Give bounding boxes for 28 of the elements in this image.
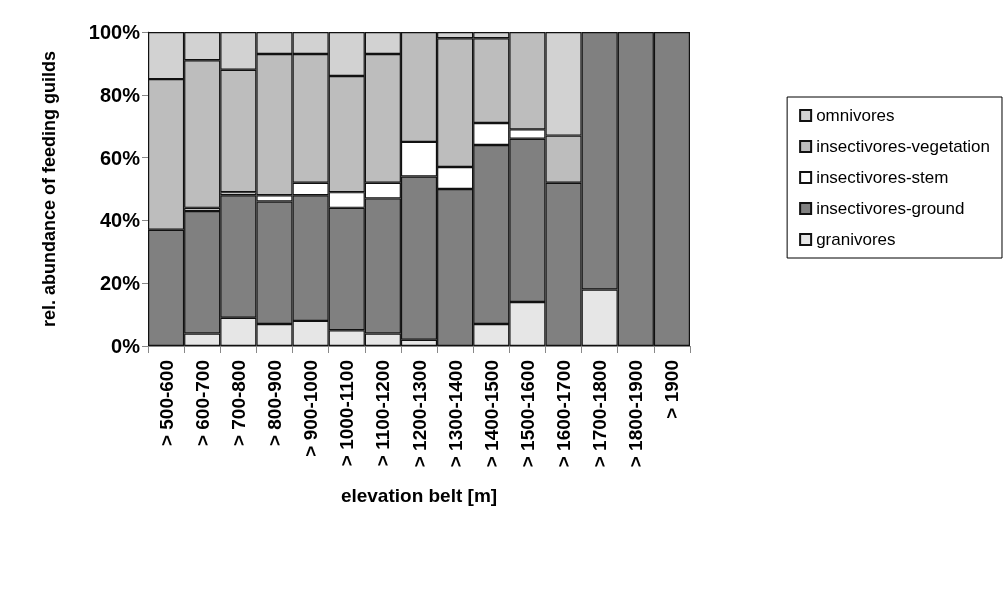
legend-label: omnivores — [816, 106, 895, 125]
y-axis-title: rel. abundance of feeding guilds — [39, 50, 59, 328]
x-tick-label: > 1400-1500 — [480, 360, 502, 468]
legend-label: granivores — [816, 230, 896, 249]
x-tick-label: > 1500-1600 — [516, 360, 538, 468]
x-tick-label: > 1200-1300 — [408, 360, 430, 468]
x-tick-label: > 1600-1700 — [553, 360, 575, 468]
y-tick-label: 20% — [99, 272, 141, 295]
x-axis-title: elevation belt [m] — [340, 485, 498, 506]
x-tick-label: > 1300-1400 — [444, 360, 466, 468]
y-tick-label: 100% — [88, 21, 141, 43]
y-tick-label: 80% — [99, 83, 141, 106]
x-tick-label: > 1900 — [661, 360, 683, 419]
x-tick-label: > 1000-1100 — [336, 360, 358, 467]
legend-label: insectivores-vegetation — [816, 137, 991, 156]
legend-label: insectivores-ground — [816, 199, 965, 218]
x-tick-label: > 1700-1800 — [589, 360, 611, 468]
x-tick-label: > 500-600 — [155, 360, 177, 447]
y-tick-label: 60% — [99, 146, 141, 169]
x-tick-label: > 800-900 — [263, 360, 285, 447]
x-tick-label: > 1100-1200 — [372, 360, 394, 467]
y-tick-label: 0% — [111, 335, 141, 357]
y-tick-label: 40% — [99, 209, 141, 232]
legend-label: insectivores-stem — [816, 168, 949, 187]
x-tick-label: > 1800-1900 — [625, 360, 647, 468]
x-tick-label: > 900-1000 — [300, 360, 322, 457]
x-tick-label: > 600-700 — [191, 360, 213, 447]
x-tick-label: > 700-800 — [227, 360, 249, 447]
